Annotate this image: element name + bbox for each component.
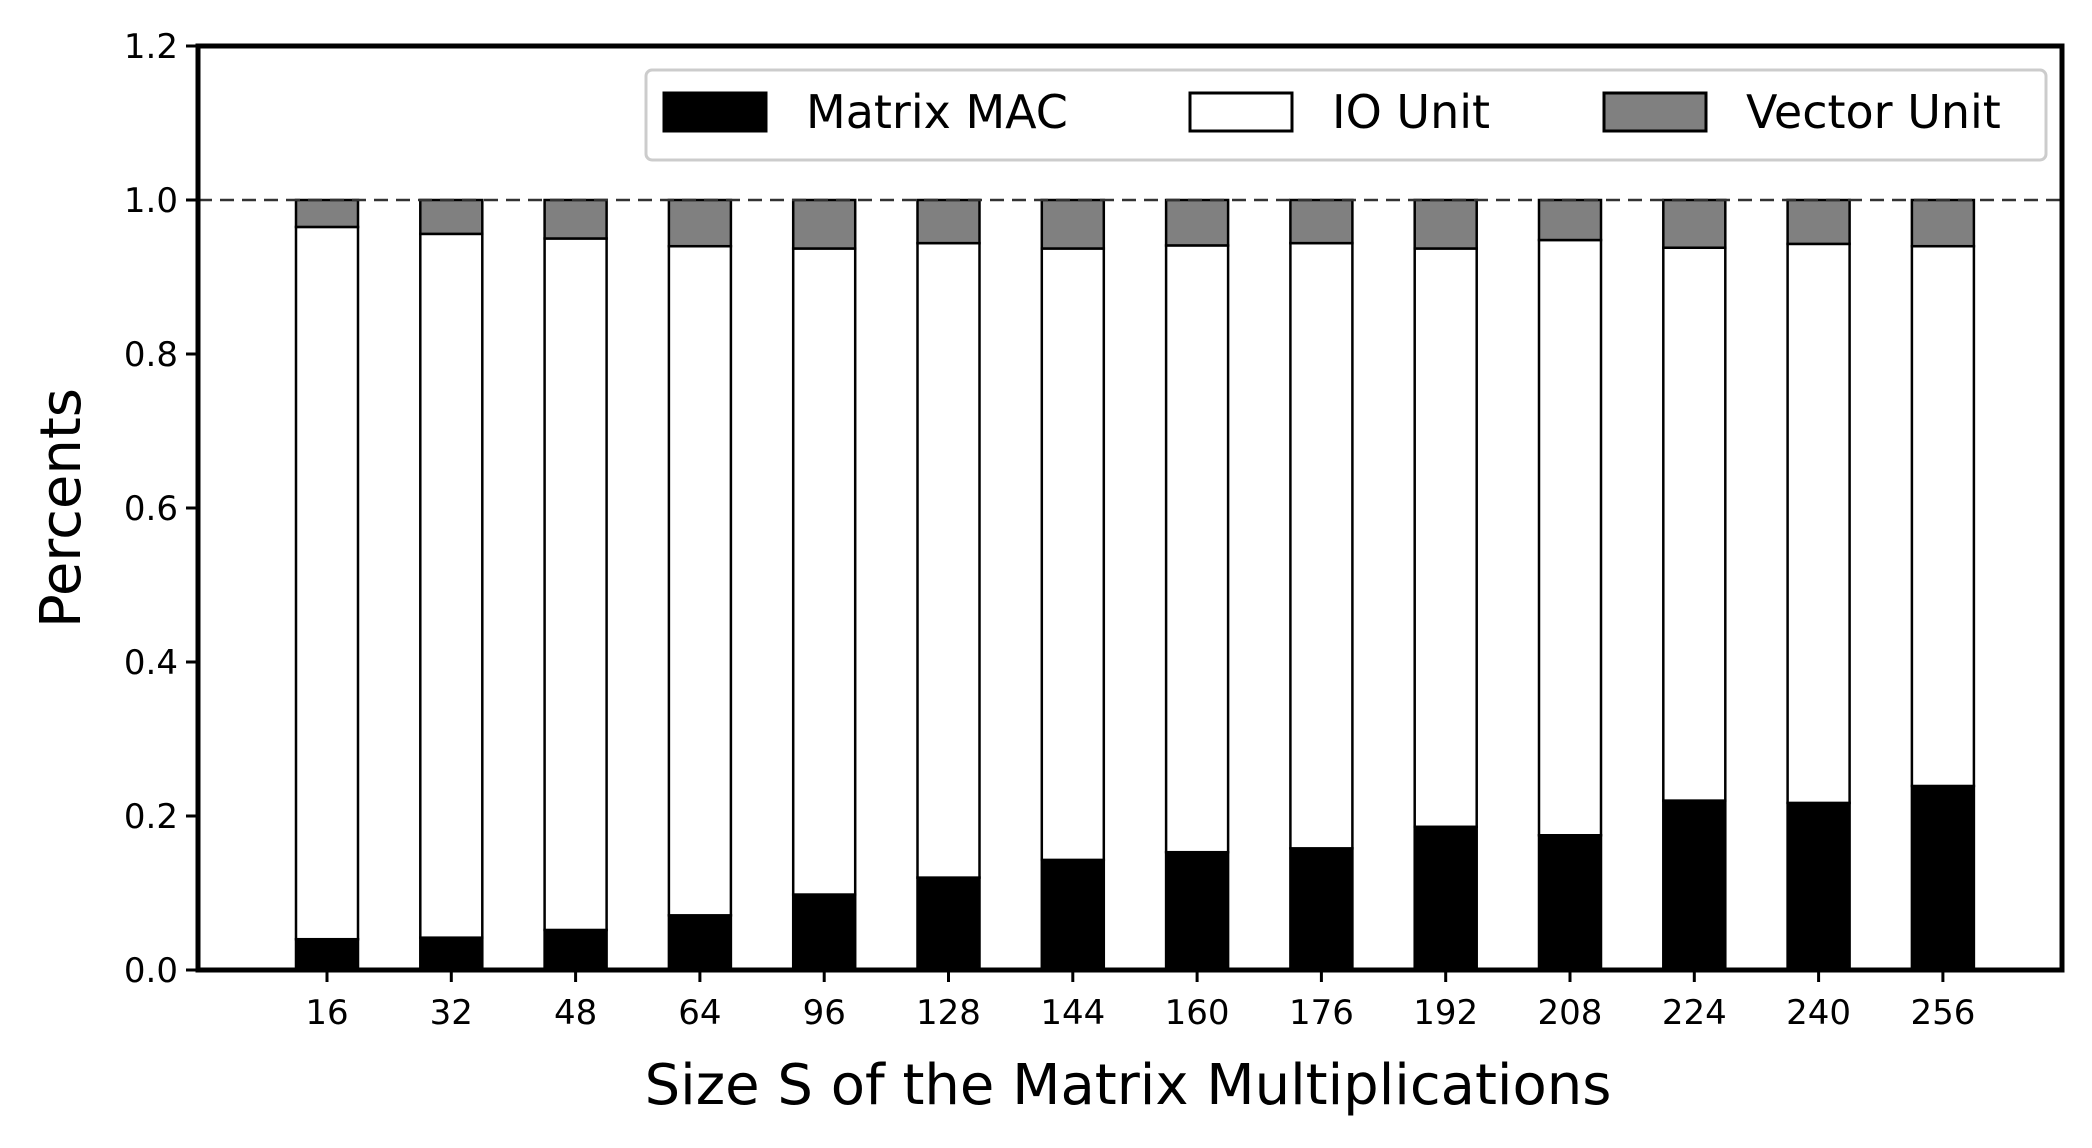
- x-tick-label-16: 16: [305, 993, 348, 1033]
- x-tick-label-160: 160: [1165, 993, 1230, 1033]
- bar-matrix-mac-64: [667, 914, 733, 972]
- bar-io-unit-192: [1413, 247, 1478, 829]
- bar-matrix-mac-48: [543, 928, 608, 972]
- bar-matrix-mac-176: [1289, 847, 1354, 972]
- bar-io-unit-176: [1289, 241, 1354, 850]
- bar-matrix-mac-224: [1662, 799, 1727, 972]
- legend-swatch-vector-unit: [1602, 91, 1708, 133]
- x-axis: 16 32 48 64 96 128 144 160 176 192 208 224 240 256: [305, 970, 1975, 1033]
- bar-vector-unit-128: [916, 198, 981, 245]
- bar-vector-unit-64: [667, 198, 733, 248]
- x-tick-label-144: 144: [1040, 993, 1105, 1033]
- bar-matrix-mac-208: [1537, 834, 1603, 972]
- y-tick-label: 1.2: [124, 27, 178, 67]
- x-tick-label-176: 176: [1289, 993, 1354, 1033]
- bar-vector-unit-192: [1413, 198, 1478, 250]
- bar-io-unit-240: [1786, 242, 1851, 805]
- bar-vector-unit-32: [419, 198, 484, 236]
- bar-vector-unit-208: [1537, 198, 1603, 242]
- bar-io-unit-48: [543, 237, 608, 932]
- bar-matrix-mac-240: [1786, 801, 1851, 972]
- bar-vector-unit-176: [1289, 198, 1354, 245]
- bar-matrix-mac-128: [916, 876, 981, 972]
- legend-label-matrix-mac: Matrix MAC: [806, 85, 1068, 139]
- bar-vector-unit-256: [1910, 198, 1976, 248]
- bar-vector-unit-160: [1164, 198, 1230, 247]
- legend-label-vector-unit: Vector Unit: [1746, 85, 2001, 139]
- x-tick-label-208: 208: [1538, 993, 1603, 1033]
- bar-io-unit-96: [791, 247, 857, 896]
- x-tick-label-224: 224: [1662, 993, 1727, 1033]
- bar-io-unit-64: [667, 244, 733, 917]
- bar-vector-unit-144: [1040, 198, 1106, 250]
- bar-vector-unit-224: [1662, 198, 1727, 249]
- y-tick-label: 0.8: [124, 335, 178, 375]
- y-tick-label: 0.0: [124, 951, 178, 991]
- x-tick-label-192: 192: [1413, 993, 1478, 1033]
- bar-matrix-mac-256: [1910, 784, 1976, 972]
- bar-matrix-mac-160: [1164, 850, 1230, 972]
- x-axis-label: Size S of the Matrix Multiplications: [645, 1053, 1612, 1118]
- bar-io-unit-224: [1662, 246, 1727, 802]
- y-tick-label: 1.0: [124, 181, 178, 221]
- bar-io-unit-128: [916, 241, 981, 879]
- bar-vector-unit-48: [543, 198, 608, 240]
- y-tick-label: 0.4: [124, 643, 178, 683]
- x-tick-label-48: 48: [554, 993, 597, 1033]
- x-tick-label-32: 32: [430, 993, 473, 1033]
- bar-io-unit-256: [1910, 244, 1976, 788]
- legend-swatch-matrix-mac: [662, 91, 768, 133]
- bar-matrix-mac-32: [419, 936, 484, 972]
- y-tick-label: 0.2: [124, 797, 178, 837]
- bar-matrix-mac-96: [791, 893, 857, 972]
- bars-layer: [294, 198, 1976, 972]
- bar-matrix-mac-192: [1413, 825, 1478, 972]
- bar-matrix-mac-144: [1040, 858, 1106, 972]
- bar-matrix-mac-16: [294, 937, 360, 972]
- bar-vector-unit-96: [791, 198, 857, 250]
- bar-vector-unit-240: [1786, 198, 1851, 246]
- bar-io-unit-32: [419, 232, 484, 939]
- x-tick-label-256: 256: [1910, 993, 1975, 1033]
- x-tick-label-64: 64: [678, 993, 721, 1033]
- x-tick-label-96: 96: [803, 993, 846, 1033]
- y-axis: 0.0 0.2 0.4 0.6 0.8 1.0 1.2: [124, 27, 198, 991]
- bar-vector-unit-16: [294, 198, 360, 229]
- bar-io-unit-16: [294, 225, 360, 941]
- legend-swatch-io-unit: [1188, 91, 1294, 133]
- bar-io-unit-144: [1040, 247, 1106, 862]
- y-tick-label: 0.6: [124, 489, 178, 529]
- legend-label-io-unit: IO Unit: [1332, 85, 1490, 139]
- legend-items: Matrix MAC IO Unit Vector Unit: [662, 85, 2001, 139]
- x-tick-label-240: 240: [1786, 993, 1851, 1033]
- bar-io-unit-160: [1164, 244, 1230, 854]
- legend: Matrix MAC IO Unit Vector Unit: [644, 68, 2048, 162]
- bar-io-unit-208: [1537, 238, 1603, 837]
- y-axis-label: Percents: [29, 388, 94, 628]
- x-tick-label-128: 128: [916, 993, 981, 1033]
